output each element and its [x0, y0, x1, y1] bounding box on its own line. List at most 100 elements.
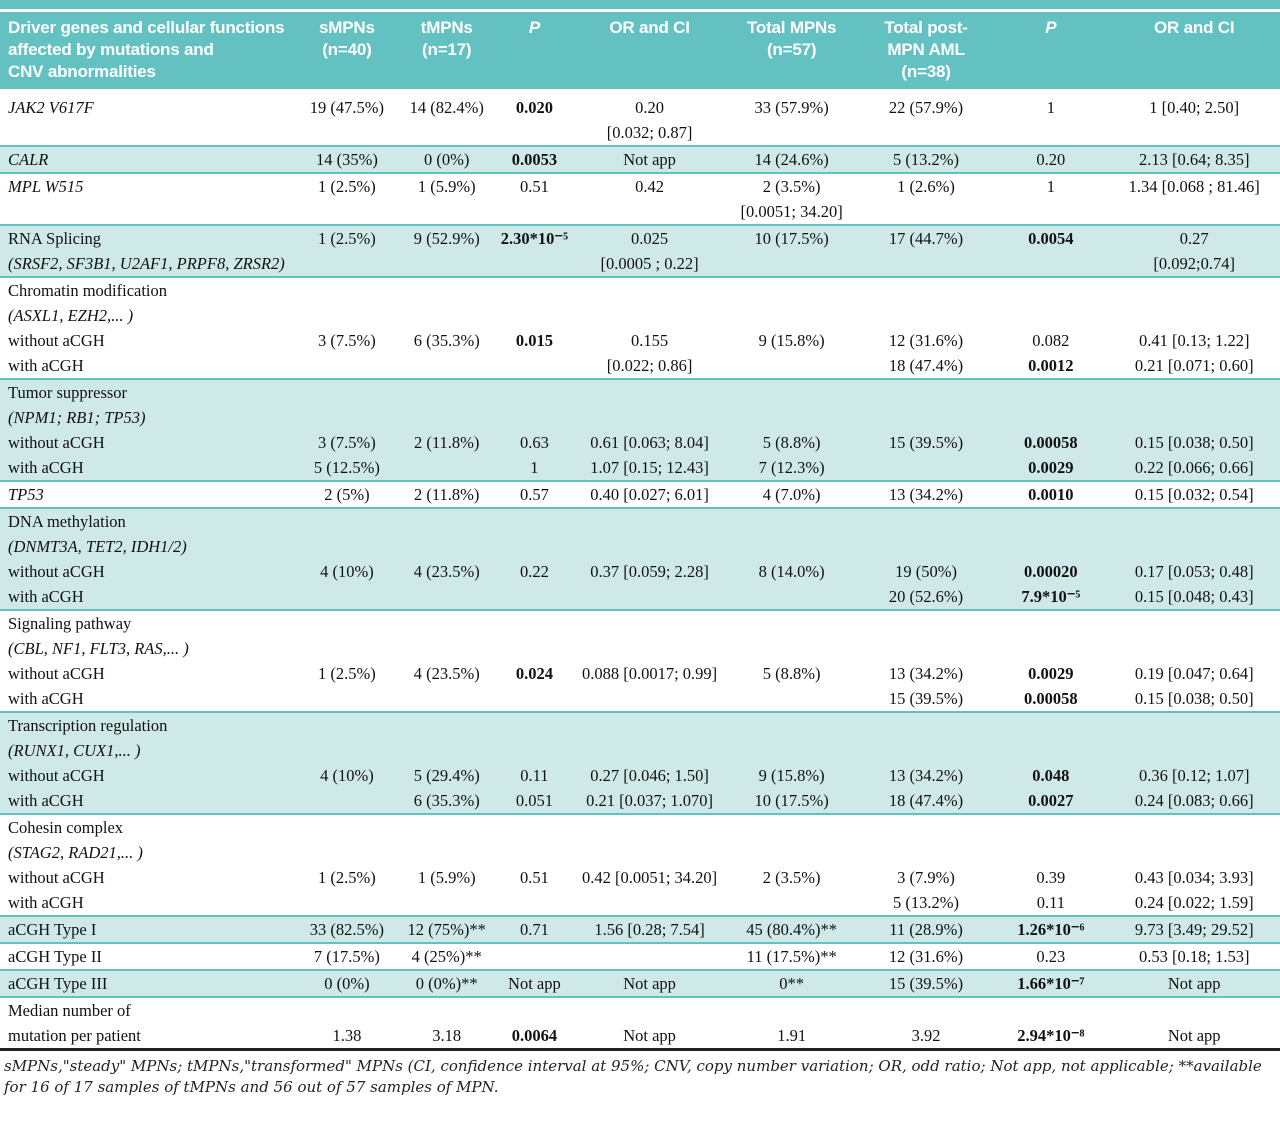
table-row: without aCGH 3 (7.5%) 6 (35.3%) 0.015 0.155 9… — [0, 328, 1280, 353]
table-row: without aCGH 4 (10%) 4 (23.5%) 0.22 0.37 [0.… — [0, 559, 1280, 584]
data-cell: 7 (17.5%) — [294, 942, 400, 970]
data-cell: 3 (7.5%) — [294, 430, 400, 455]
data-cell: 0.61 [0.063; 8.04] — [574, 430, 725, 455]
data-cell: 1 (2.5%) — [294, 224, 400, 277]
data-cell — [494, 609, 575, 661]
data-cell — [575, 686, 725, 712]
data-cell: 33 (82.5%) — [294, 915, 400, 943]
row-label: with aCGH — [0, 584, 295, 610]
table-row: Transcription regulation (RUNX1, CUX1,...… — [0, 711, 1280, 763]
data-cell: 0.051 — [494, 788, 575, 814]
data-cell: 0.23 — [993, 942, 1109, 970]
data-cell: 0.51 — [494, 172, 575, 225]
data-cell — [294, 584, 400, 610]
table-row: DNA methylation (DNMT3A, TET2, IDH1/2) — [0, 507, 1280, 559]
data-cell: 0.39 — [1036, 868, 1066, 887]
data-cell: 0.00058 — [1024, 689, 1078, 708]
data-cell: 0.15 [0.032; 0.54] — [1108, 480, 1280, 508]
data-cell: 10 (17.5%) — [724, 788, 859, 814]
table-row: with aCGH 6 (35.3%) 0.051 0.21 [0.037; 1.07… — [0, 788, 1280, 814]
row-label: without aCGH — [0, 763, 295, 788]
data-cell: 0.21 [0.037; 1.070] — [574, 788, 725, 814]
row-label: JAK2 V617F — [8, 98, 94, 117]
row-label: with aCGH — [8, 356, 84, 375]
data-cell: 4 (25%)** — [399, 942, 495, 970]
data-cell: 19 (50%) — [858, 559, 994, 584]
data-cell: 22 (57.9%) — [888, 98, 964, 117]
data-cell: Not app — [574, 996, 725, 1050]
row-label: aCGH Type III — [0, 969, 295, 997]
table-row: MPL W515 1 (2.5%) 1 (5.9%) 0.51 0.42 2 (3.5%)… — [0, 172, 1280, 225]
data-cell: 0.41 [0.13; 1.22] — [1138, 331, 1250, 350]
data-cell: 0 (0%) — [399, 145, 495, 173]
data-cell: 6 (35.3%) — [399, 788, 495, 814]
data-cell: 4 (23.5%) — [399, 559, 495, 584]
col-header-tmpns: tMPNs (n=17) — [399, 12, 495, 95]
data-cell — [724, 378, 859, 430]
data-cell: 1 — [1046, 98, 1055, 117]
data-cell: 1 (2.5%) — [318, 868, 376, 887]
data-cell: 1 (5.9%) — [417, 868, 476, 887]
data-cell — [724, 813, 859, 865]
row-label: MPL W515 — [0, 172, 295, 225]
col-header-driver-genes: Driver genes and cellular functions affe… — [0, 12, 295, 95]
data-cell: 0.0029 — [993, 455, 1109, 481]
data-cell: 0.0054 — [993, 224, 1109, 277]
data-cell: 7 (12.3%) — [724, 455, 859, 481]
table-row: Cohesin complex (STAG2, RAD21,... ) — [0, 813, 1280, 865]
data-cell — [494, 276, 575, 328]
data-cell: 1.38 — [294, 996, 400, 1050]
data-cell: 2.30*10⁻⁵ — [494, 224, 575, 277]
col-header-p1: P — [494, 12, 575, 95]
data-cell: 2.94*10⁻⁸ — [993, 996, 1109, 1050]
data-cell — [494, 507, 575, 559]
data-cell — [724, 276, 859, 328]
data-cell — [1108, 609, 1280, 661]
data-cell: 0 (0%) — [294, 969, 400, 997]
data-cell: 1.26*10⁻⁶ — [993, 915, 1109, 943]
data-cell — [294, 378, 400, 430]
top-border-strip — [0, 0, 1280, 9]
data-cell — [993, 609, 1109, 661]
data-cell: 1 [0.40; 2.50] — [1149, 98, 1240, 117]
data-cell: 12 (31.6%) — [858, 942, 994, 970]
row-label: DNA methylation (DNMT3A, TET2, IDH1/2) — [0, 507, 295, 559]
data-cell — [724, 353, 858, 379]
data-cell: 15 (39.5%) — [888, 689, 964, 708]
data-cell: 0.11 — [494, 763, 575, 788]
data-cell — [858, 276, 994, 328]
data-cell — [494, 686, 575, 712]
col-header-or-ci-2: OR and CI — [1108, 12, 1280, 95]
data-cell: 0 (0%)** — [399, 969, 495, 997]
data-cell — [1108, 378, 1280, 430]
data-cell — [858, 711, 994, 763]
data-cell: 3.18 — [399, 996, 495, 1050]
data-cell — [399, 507, 495, 559]
data-cell: 5 (13.2%) — [893, 893, 960, 912]
row-label: with aCGH — [8, 893, 84, 912]
table-row: without aCGH 1 (2.5%) 1 (5.9%) 0.51 0.42 [0.… — [0, 865, 1280, 890]
data-cell — [294, 276, 400, 328]
data-cell: Not app — [1108, 969, 1280, 997]
data-cell: 14 (35%) — [294, 145, 400, 173]
data-cell: 1 — [494, 455, 575, 481]
data-cell — [1108, 711, 1280, 763]
data-cell: 0.15 [0.048; 0.43] — [1108, 584, 1280, 610]
data-cell: 0.048 — [993, 763, 1109, 788]
data-cell: 4 (7.0%) — [724, 480, 859, 508]
table-header: Driver genes and cellular functions affe… — [0, 12, 1280, 95]
table-row: aCGH Type III 0 (0%) 0 (0%)** Not app Not ap… — [0, 969, 1280, 997]
table-row: with aCGH 5 (12.5%) 1 1.07 [0.15; 12.43] 7 (… — [0, 455, 1280, 481]
data-cell: 1 — [993, 172, 1109, 225]
data-cell — [294, 813, 400, 865]
row-label: without aCGH — [8, 331, 105, 350]
table-row: with aCGH 15 (39.5%) 0.00058 0.15 [0.038; 0… — [0, 686, 1280, 712]
data-cell — [494, 584, 575, 610]
data-cell: 7.9*10⁻⁵ — [993, 584, 1109, 610]
data-cell — [575, 890, 725, 916]
data-cell: 0.11 — [1036, 893, 1065, 912]
table-row: without aCGH 3 (7.5%) 2 (11.8%) 0.63 0.61 [0… — [0, 430, 1280, 455]
data-cell — [1108, 276, 1280, 328]
data-cell: Not app — [494, 969, 575, 997]
data-cell — [399, 711, 495, 763]
